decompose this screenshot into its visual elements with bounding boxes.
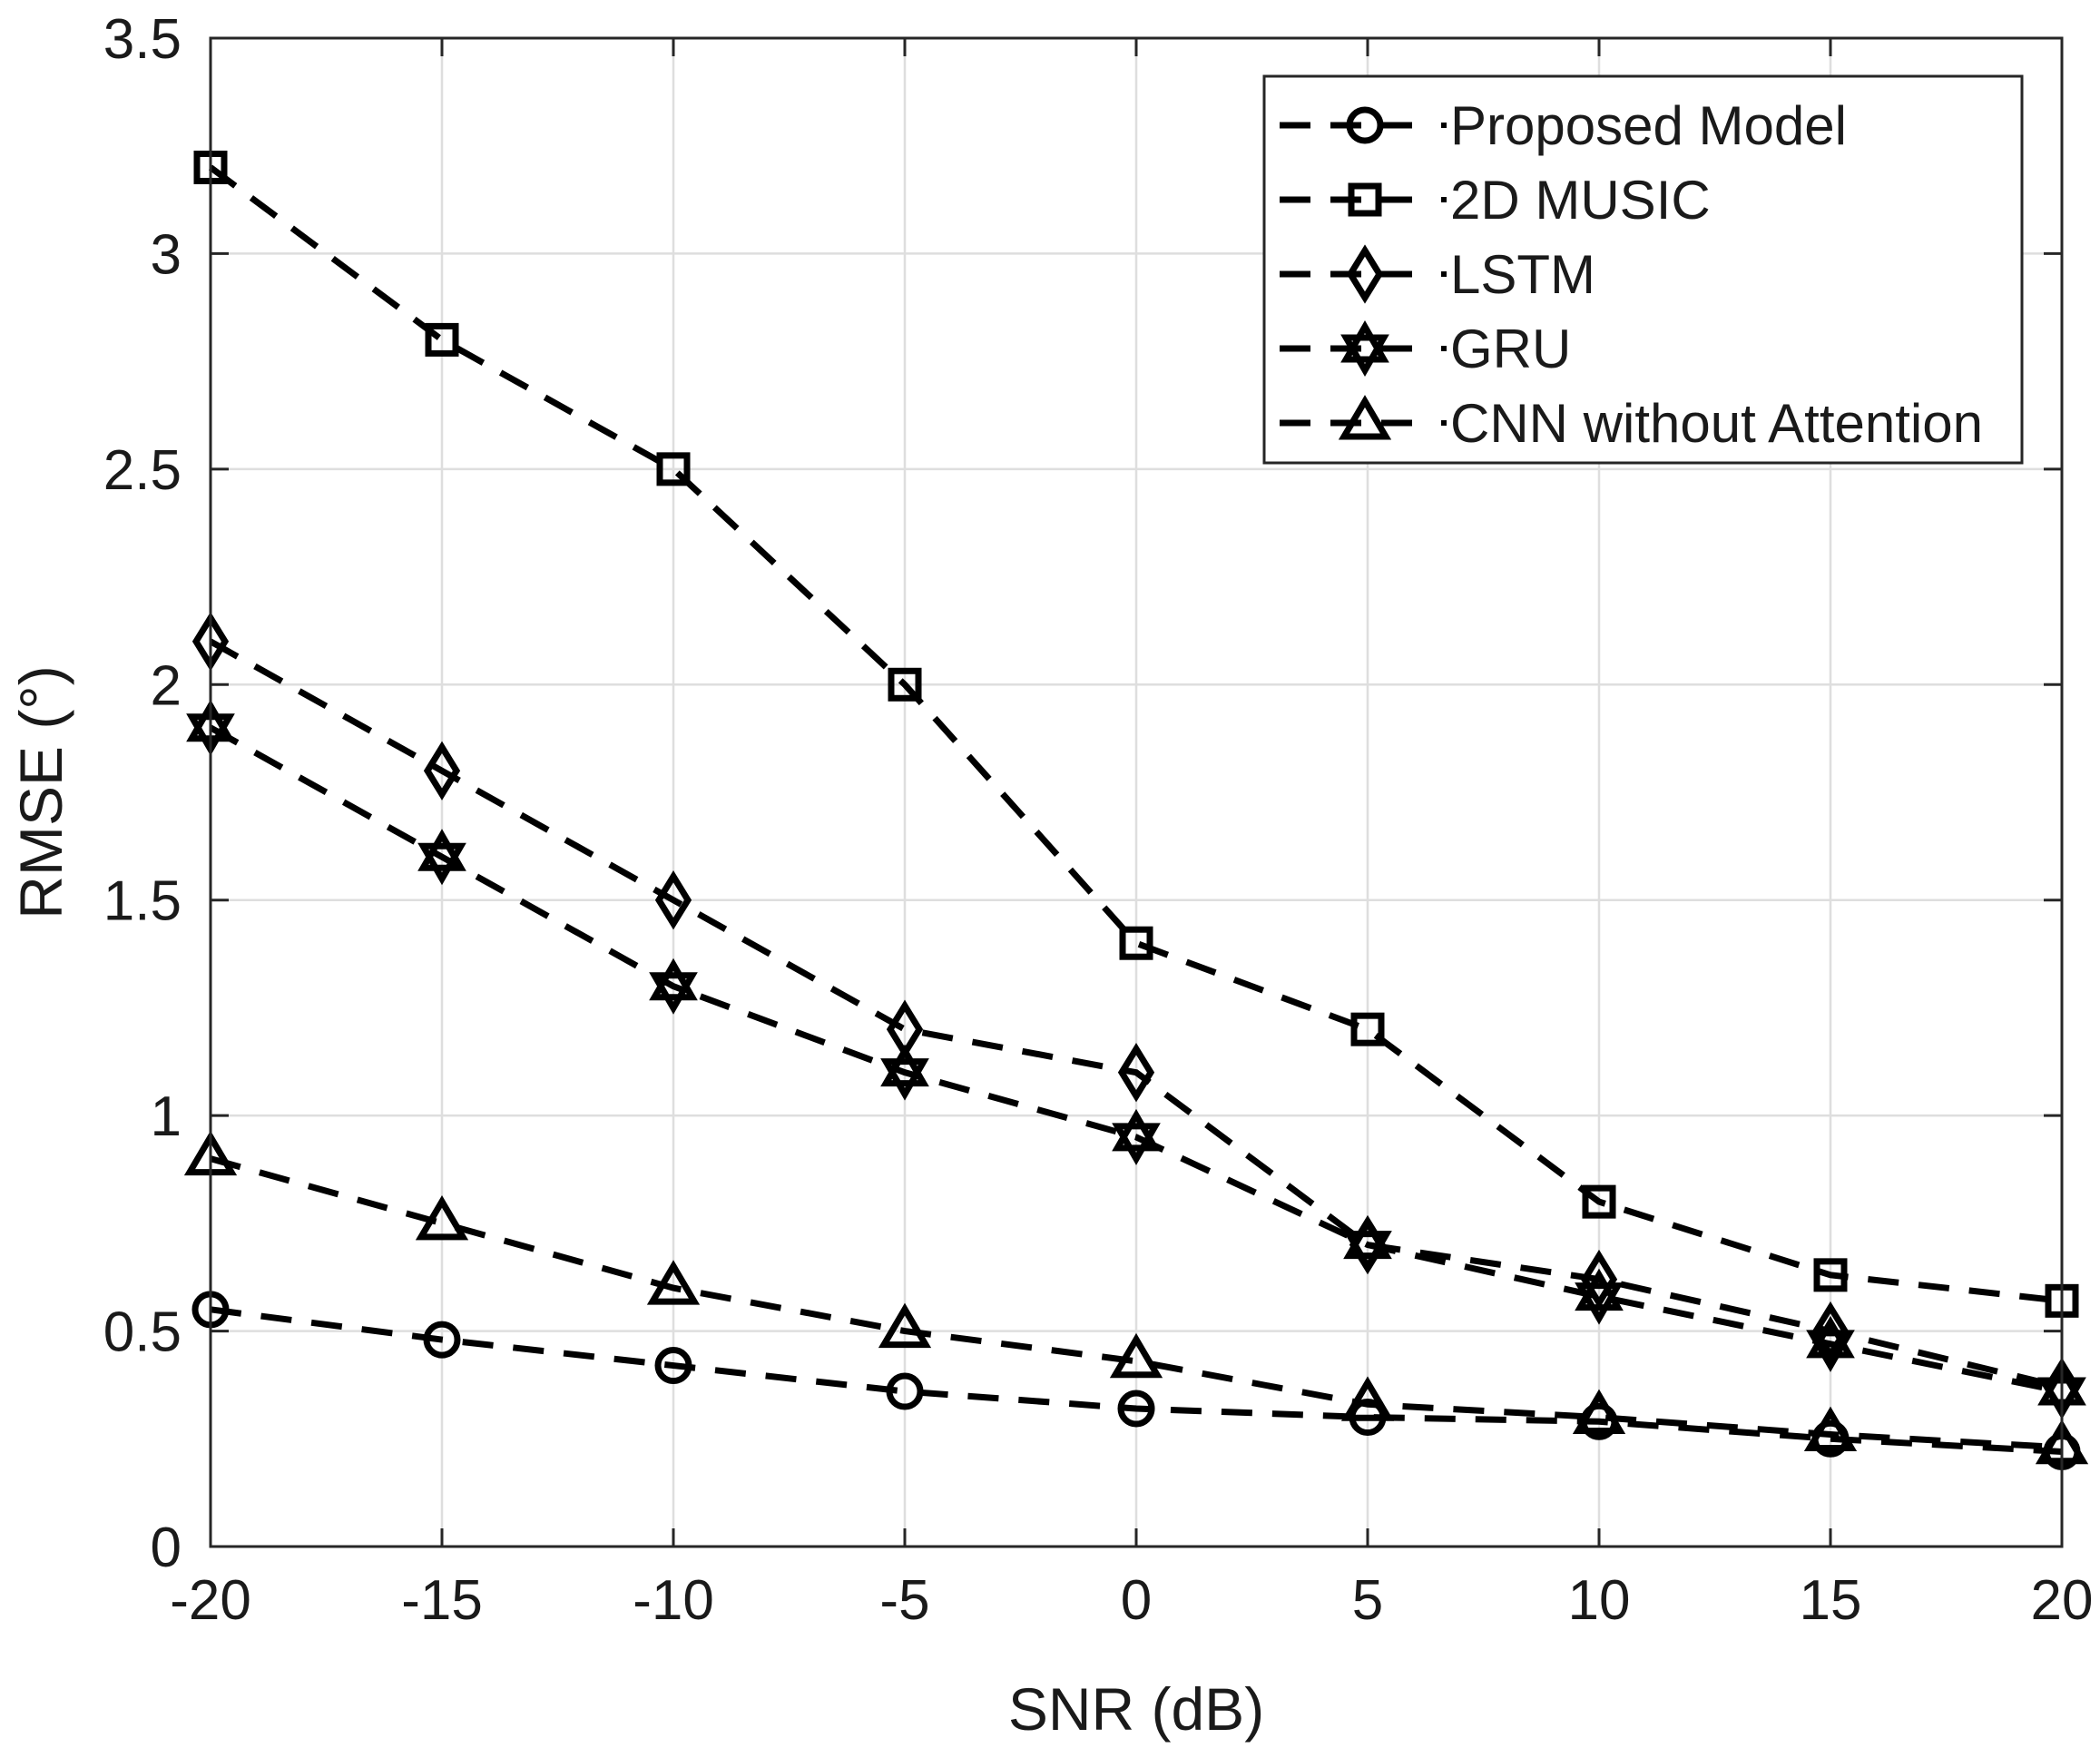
series-layer xyxy=(183,150,2089,1471)
legend-label: Proposed Model xyxy=(1450,95,1847,156)
legend-dot xyxy=(1441,271,1447,277)
legend-marker-diamond xyxy=(1346,244,1384,304)
legend-label: GRU xyxy=(1450,319,1571,379)
data-point-circle xyxy=(423,1321,461,1359)
data-point-triangle xyxy=(415,1194,469,1241)
data-point-square xyxy=(656,452,691,486)
legend-box xyxy=(1262,74,2024,465)
x-tick-label: -20 xyxy=(170,1569,251,1632)
data-point-hexagram xyxy=(1575,1268,1624,1325)
data-point-triangle xyxy=(1803,1406,1858,1452)
data-point-circle xyxy=(654,1347,692,1385)
data-point-square xyxy=(1582,1184,1616,1219)
series-line xyxy=(210,1306,2063,1456)
data-point-triangle xyxy=(646,1260,701,1305)
data-point-diamond xyxy=(423,741,461,800)
data-point-square xyxy=(1119,926,1153,960)
legend-marker-triangle xyxy=(1338,395,1392,440)
data-point-hexagram xyxy=(880,1044,929,1101)
data-point-square xyxy=(888,667,922,702)
data-point-hexagram xyxy=(649,958,698,1015)
series-line xyxy=(208,164,2063,1304)
data-point-square xyxy=(1350,1012,1385,1046)
y-tick-label: 2 xyxy=(151,654,182,717)
data-point-square xyxy=(1813,1258,1848,1292)
legend-label: LSTM xyxy=(1450,244,1595,305)
data-point-hexagram xyxy=(1806,1315,1855,1372)
data-point-circle xyxy=(1117,1390,1155,1428)
x-tick-label: -15 xyxy=(401,1569,483,1632)
data-point-hexagram xyxy=(1112,1108,1161,1165)
legend-item: LSTM xyxy=(1280,244,1595,305)
data-point-diamond xyxy=(1117,1042,1155,1103)
data-point-hexagram xyxy=(1343,1216,1392,1273)
x-tick-label: 15 xyxy=(1800,1569,1862,1632)
legend-marker-square xyxy=(1348,182,1382,217)
y-tick-label: 0.5 xyxy=(103,1301,182,1364)
y-tick-label: 3 xyxy=(151,223,182,286)
x-tick-label: -10 xyxy=(633,1569,714,1632)
x-tick-label: 5 xyxy=(1352,1569,1383,1632)
x-axis-title: SNR (dB) xyxy=(1008,1675,1264,1743)
data-point-hexagram xyxy=(417,829,466,886)
data-point-square xyxy=(425,322,459,357)
y-tick-label: 1.5 xyxy=(103,870,182,933)
x-tick-label: 0 xyxy=(1121,1569,1152,1632)
legend-item: CNN without Attention xyxy=(1280,393,1983,454)
legend: Proposed Model 2D MUSIC LSTM GRU CNN without… xyxy=(1262,74,2024,465)
data-point-triangle xyxy=(878,1302,932,1349)
legend-marker-hexagram xyxy=(1340,319,1389,378)
data-point-triangle xyxy=(1340,1376,1395,1421)
data-point-diamond xyxy=(654,870,692,930)
data-point-triangle xyxy=(1109,1332,1163,1379)
series-line xyxy=(209,724,2063,1395)
y-tick-label: 1 xyxy=(151,1085,182,1148)
series-hexagram xyxy=(186,699,2086,1420)
y-tick-label: 0 xyxy=(151,1517,182,1579)
legend-item: GRU xyxy=(1280,319,1571,379)
legend-items: Proposed Model 2D MUSIC LSTM GRU CNN without… xyxy=(1280,95,1983,454)
legend-label: CNN without Attention xyxy=(1450,393,1983,454)
tick-layer: -20 -15 -10 -5 0 5 10 15 20 0 0.5 1 1.5 2 2.5 3 3.5 xyxy=(103,8,2094,1632)
legend-dot xyxy=(1441,420,1447,426)
legend-item: Proposed Model xyxy=(1280,95,1847,156)
data-point-diamond xyxy=(1580,1249,1618,1310)
data-point-triangle xyxy=(1572,1389,1626,1435)
series-triangle xyxy=(183,1130,2089,1465)
series-diamond xyxy=(191,612,2081,1417)
y-tick-label: 2.5 xyxy=(103,439,182,502)
x-tick-label: -5 xyxy=(879,1569,929,1632)
data-point-circle xyxy=(886,1372,924,1410)
y-axis-title: RMSE (°) xyxy=(7,665,74,918)
legend-dot xyxy=(1441,123,1447,128)
legend-dot xyxy=(1441,197,1447,202)
series-line xyxy=(210,1155,2063,1451)
series-line xyxy=(209,638,2063,1390)
legend-item: 2D MUSIC xyxy=(1280,170,1711,231)
x-tick-label: 10 xyxy=(1568,1569,1631,1632)
legend-dot xyxy=(1441,346,1447,351)
series-square xyxy=(193,150,2079,1318)
y-tick-label: 3.5 xyxy=(103,8,182,71)
legend-label: 2D MUSIC xyxy=(1450,170,1711,231)
legend-marker-circle xyxy=(1346,106,1384,144)
x-tick-label: 20 xyxy=(2031,1569,2094,1632)
